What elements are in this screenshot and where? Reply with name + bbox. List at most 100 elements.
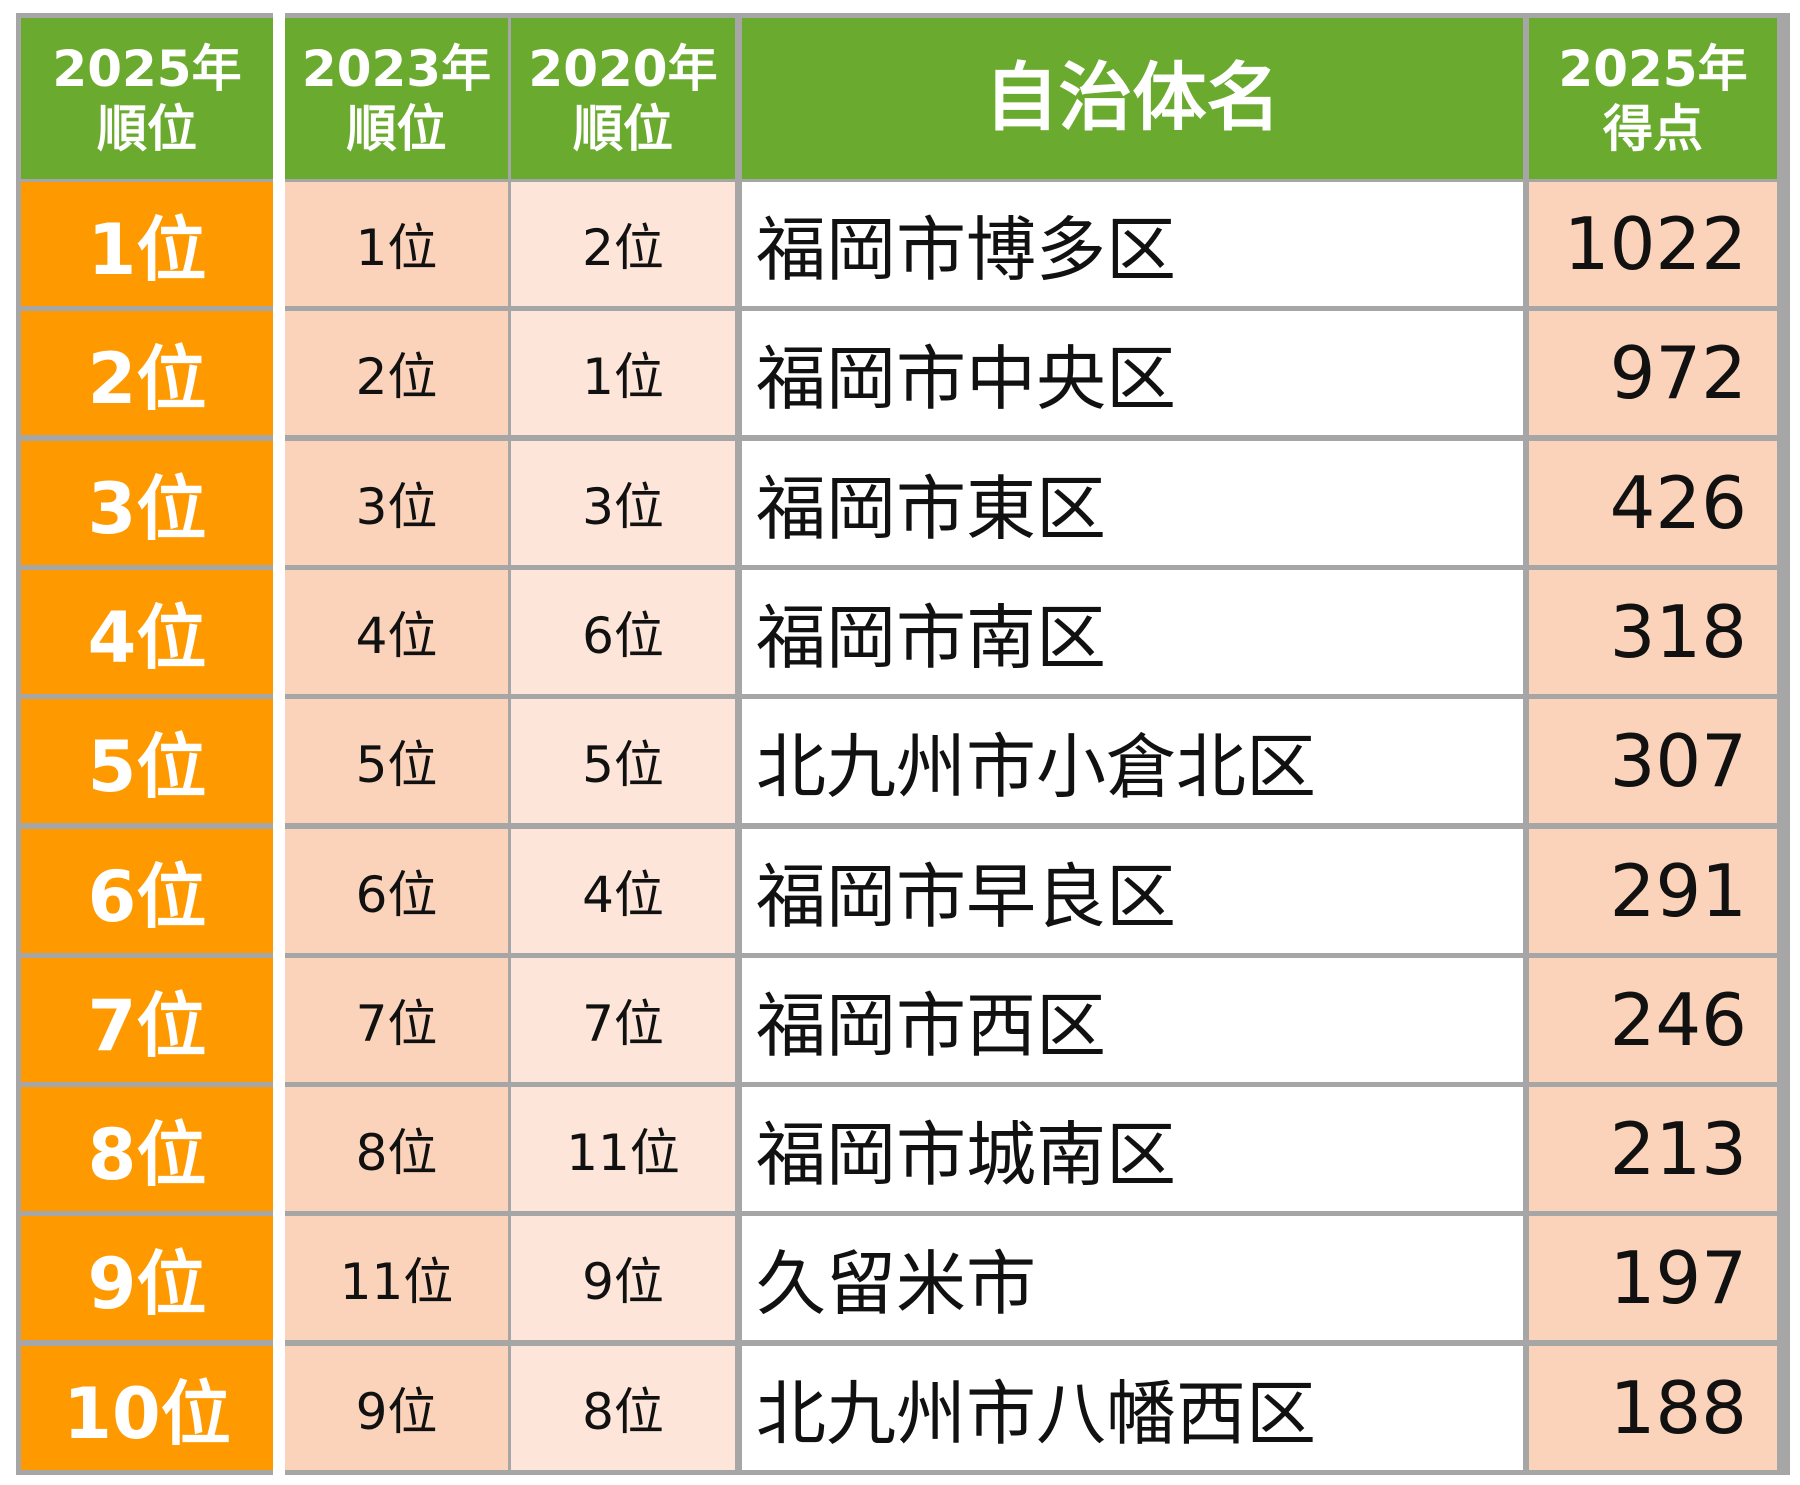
cell-text: 北九州市八幡西区	[756, 1372, 1316, 1455]
cell-score: 246	[1529, 958, 1777, 1082]
cell-text: 426	[1609, 461, 1747, 545]
cell-rank2020: 2位	[511, 182, 735, 306]
cell-text: 7位	[582, 995, 664, 1053]
cell-text: 3位	[355, 478, 438, 536]
cell-score: 291	[1529, 829, 1777, 953]
header-label-year: 2025年	[52, 39, 242, 98]
cell-score: 188	[1529, 1346, 1777, 1470]
cell-text: 8位	[582, 1383, 664, 1441]
cell-rank2023: 2位	[285, 311, 508, 435]
cell-rank2023: 8位	[285, 1087, 508, 1211]
cell-score: 197	[1529, 1216, 1777, 1340]
cell-text: 福岡市南区	[756, 596, 1106, 679]
cell-text: 3位	[582, 478, 664, 536]
cell-text: 福岡市中央区	[756, 337, 1176, 420]
cell-score: 426	[1529, 441, 1777, 565]
cell-text: 188	[1609, 1366, 1747, 1450]
cell-rank2025: 5位	[21, 699, 273, 823]
cell-name: 福岡市城南区	[742, 1087, 1523, 1211]
cell-rank2023: 9位	[285, 1346, 508, 1470]
cell-text: 7位	[355, 995, 438, 1053]
cell-text: 197	[1609, 1236, 1747, 1320]
cell-name: 北九州市八幡西区	[742, 1346, 1523, 1470]
cell-text: 久留米市	[756, 1242, 1036, 1325]
cell-text: 213	[1609, 1107, 1747, 1191]
cell-name: 北九州市小倉北区	[742, 699, 1523, 823]
cell-rank2023: 5位	[285, 699, 508, 823]
cell-text: 福岡市西区	[756, 984, 1106, 1067]
cell-text: 4位	[582, 866, 664, 924]
cell-rank2023: 3位	[285, 441, 508, 565]
cell-rank2020: 11位	[511, 1087, 735, 1211]
cell-text: 291	[1609, 849, 1747, 933]
cell-text: 9位	[355, 1383, 438, 1441]
header-label-type: 順位	[97, 99, 197, 158]
cell-text: 11位	[339, 1253, 454, 1311]
cell-text: 北九州市小倉北区	[756, 725, 1316, 808]
cell-text: 246	[1609, 978, 1747, 1062]
cell-rank2025: 1位	[21, 182, 273, 306]
cell-rank2025: 10位	[21, 1346, 273, 1470]
cell-text: 4位	[355, 607, 438, 665]
cell-text: 5位	[582, 736, 664, 794]
cell-rank2020: 3位	[511, 441, 735, 565]
header-label-year: 2025年	[1558, 39, 1748, 98]
cell-score: 972	[1529, 311, 1777, 435]
cell-name: 福岡市早良区	[742, 829, 1523, 953]
cell-name: 福岡市中央区	[742, 311, 1523, 435]
cell-rank2023: 11位	[285, 1216, 508, 1340]
cell-score: 318	[1529, 570, 1777, 694]
cell-rank2023: 1位	[285, 182, 508, 306]
cell-text: 福岡市博多区	[756, 208, 1176, 291]
cell-rank2025: 3位	[21, 441, 273, 565]
cell-text: 6位	[355, 866, 438, 924]
cell-text: 318	[1609, 590, 1747, 674]
header-rank2023: 2023年 順位	[285, 18, 508, 179]
cell-text: 福岡市早良区	[756, 855, 1176, 938]
cell-rank2023: 7位	[285, 958, 508, 1082]
header-label-year: 2023年	[301, 39, 492, 98]
cell-rank2025: 2位	[21, 311, 273, 435]
ranking-table: 2025年 順位 2023年 順位 2020年 順位 自治体名 2025年 得点 1位 1位 2位 福岡…	[16, 13, 1790, 1475]
cell-rank2020: 9位	[511, 1216, 735, 1340]
cell-rank2020: 1位	[511, 311, 735, 435]
cell-text: 1位	[87, 208, 207, 291]
cell-text: 5位	[87, 725, 207, 808]
cell-text: 307	[1609, 719, 1747, 803]
cell-text: 3位	[87, 467, 207, 550]
cell-text: 7位	[87, 984, 207, 1067]
cell-rank2020: 7位	[511, 958, 735, 1082]
header-label-type: 得点	[1603, 99, 1703, 158]
cell-score: 1022	[1529, 182, 1777, 306]
cell-text: 11位	[566, 1124, 680, 1182]
cell-text: 9位	[582, 1253, 664, 1311]
cell-text: 1022	[1563, 202, 1747, 286]
cell-text: 福岡市東区	[756, 467, 1106, 550]
cell-score: 213	[1529, 1087, 1777, 1211]
cell-text: 1位	[355, 219, 438, 277]
cell-name: 久留米市	[742, 1216, 1523, 1340]
cell-text: 6位	[582, 607, 664, 665]
cell-text: 9位	[87, 1242, 207, 1325]
cell-rank2020: 4位	[511, 829, 735, 953]
header-label-type: 順位	[573, 99, 673, 158]
cell-rank2025: 8位	[21, 1087, 273, 1211]
header-rank2020: 2020年 順位	[511, 18, 735, 179]
cell-score: 307	[1529, 699, 1777, 823]
cell-text: 4位	[87, 596, 207, 679]
cell-rank2023: 4位	[285, 570, 508, 694]
cell-name: 福岡市東区	[742, 441, 1523, 565]
cell-name: 福岡市南区	[742, 570, 1523, 694]
cell-rank2023: 6位	[285, 829, 508, 953]
cell-text: 972	[1609, 331, 1747, 415]
cell-text: 2位	[582, 219, 664, 277]
cell-rank2020: 8位	[511, 1346, 735, 1470]
cell-rank2025: 7位	[21, 958, 273, 1082]
cell-rank2020: 6位	[511, 570, 735, 694]
header-label-type: 順位	[346, 99, 447, 158]
cell-text: 6位	[87, 855, 207, 938]
cell-text: 福岡市城南区	[756, 1113, 1176, 1196]
cell-text: 8位	[355, 1124, 438, 1182]
cell-rank2020: 5位	[511, 699, 735, 823]
cell-text: 1位	[582, 348, 664, 406]
